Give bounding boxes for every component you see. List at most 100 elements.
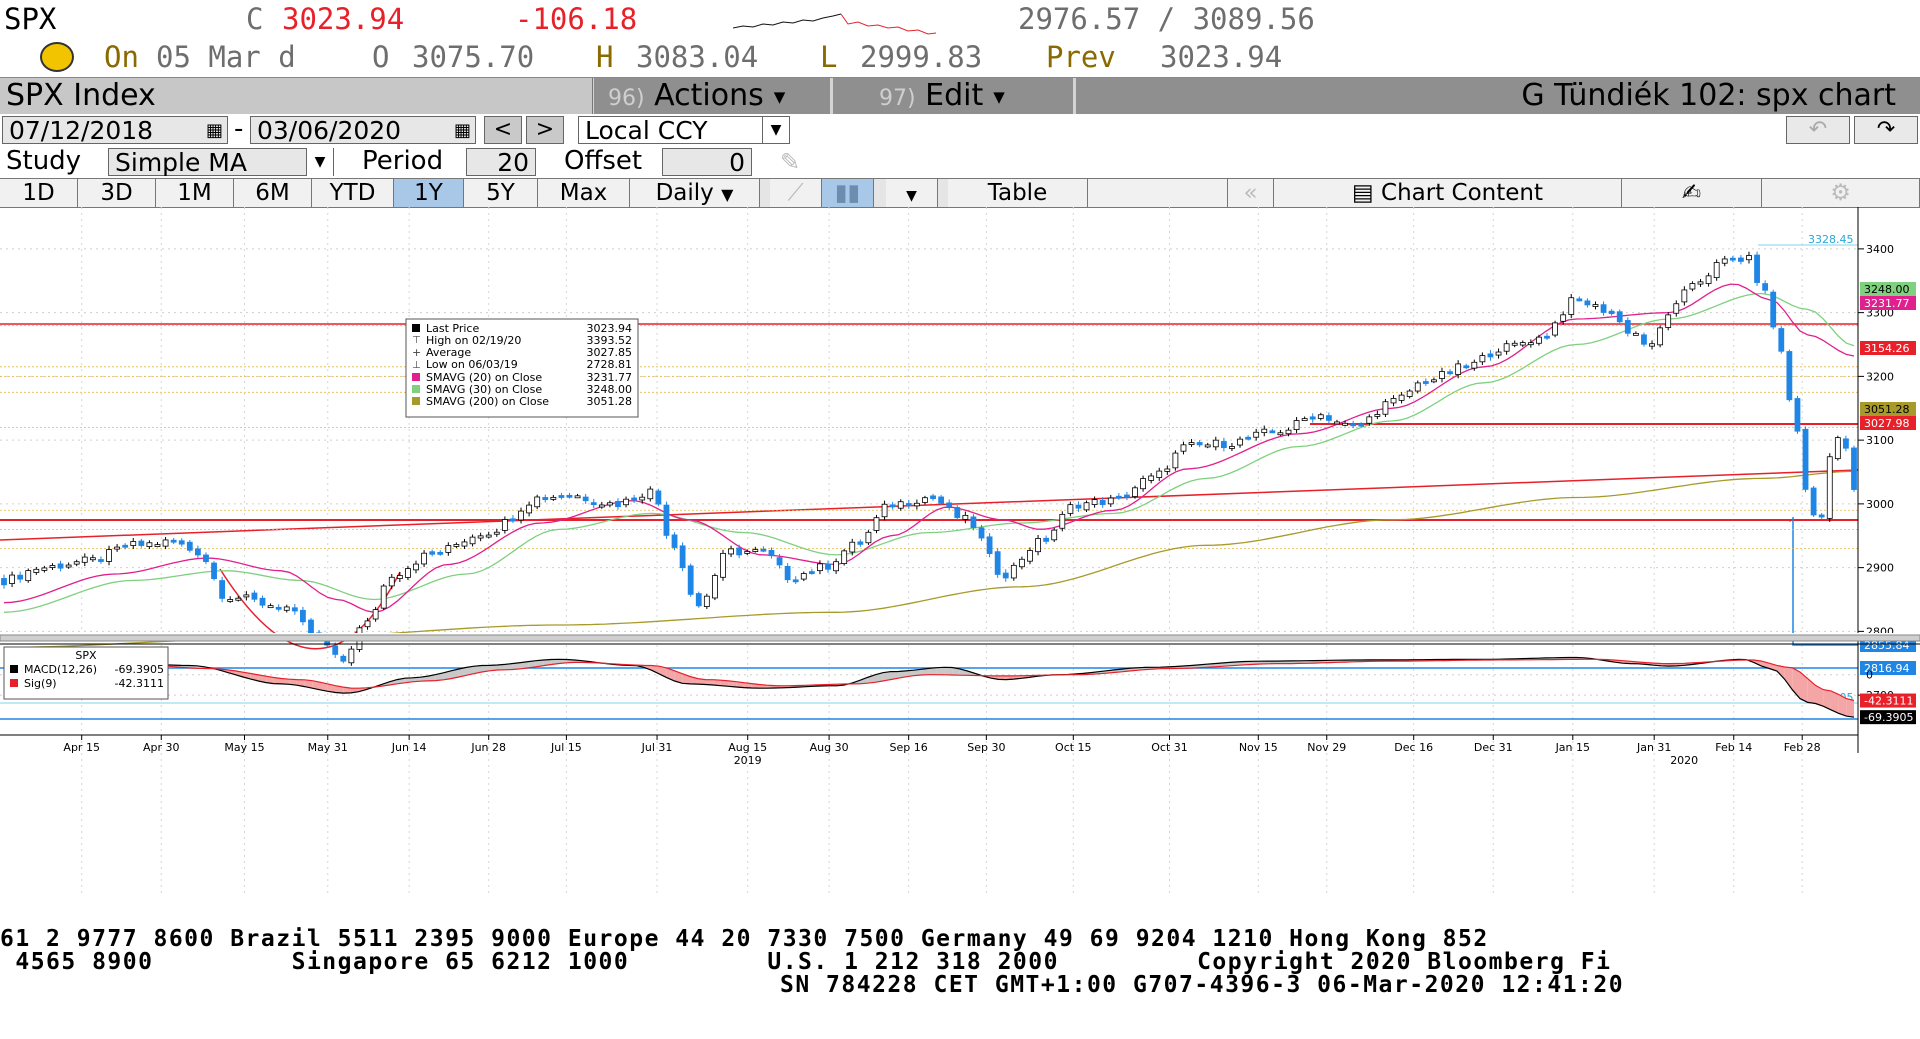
security-field[interactable]: SPX Index: [0, 78, 593, 114]
candle-body: [542, 497, 549, 501]
candle-body: [1075, 504, 1082, 509]
chart-type-dropdown[interactable]: ▼: [886, 179, 938, 207]
next-range-button[interactable]: >: [526, 116, 564, 144]
chevron-down-icon[interactable]: ▼: [762, 116, 789, 144]
undo-icon: ↶: [1808, 117, 1828, 142]
candle-body: [744, 551, 751, 554]
macd-legend[interactable]: SPX MACD(12,26) -69.3905 Sig(9) -42.3111: [3, 646, 169, 700]
actions-menu[interactable]: 96) Actions ▼: [594, 78, 830, 114]
candle-body: [873, 517, 880, 531]
trend-line[interactable]: [0, 469, 1859, 541]
candle-body: [308, 619, 314, 636]
support-2855-line[interactable]: [1792, 517, 1858, 646]
signal-tag-bg: [1860, 693, 1916, 708]
candle-body: [938, 496, 945, 504]
time-tick-label: Apr 15: [63, 741, 100, 754]
candle-body: [1115, 495, 1122, 499]
tab-ytd[interactable]: YTD: [312, 179, 394, 207]
settings-button[interactable]: ⚙: [1762, 179, 1920, 207]
candle-body: [1043, 537, 1050, 542]
candle-body: [485, 534, 492, 538]
price-chart[interactable]: 27002800290030003100320033003400 3248.00…: [0, 207, 1920, 927]
candle-body: [396, 575, 403, 580]
period-input[interactable]: 20: [466, 148, 536, 177]
calendar-icon[interactable]: ▦: [453, 120, 471, 141]
candle-body: [550, 496, 557, 500]
price-tick-label: 2900: [1866, 562, 1894, 575]
tab-max[interactable]: Max: [538, 179, 630, 207]
macd-histogram-fill: [713, 679, 721, 686]
chevron-down-icon[interactable]: ▼: [306, 148, 333, 176]
time-tick-label: Sep 16: [890, 741, 928, 754]
candle-body: [510, 518, 516, 522]
price-tick-label: 3100: [1866, 434, 1894, 447]
sma30-swatch: [412, 385, 420, 393]
candle-body: [25, 570, 32, 582]
macd-histogram-fill: [736, 681, 744, 688]
chart-content-button[interactable]: ▤ Chart Content: [1274, 179, 1622, 207]
candle-body: [518, 510, 524, 521]
chart-legend[interactable]: Last Price 3023.94 ⊤ High on 02/19/20 33…: [405, 318, 639, 418]
legend-value-3: 2728.81: [587, 358, 633, 371]
year-label-2020: 2020: [1670, 754, 1698, 767]
macd-histogram-fill: [1846, 698, 1854, 718]
line-chart-button[interactable]: ⟋: [770, 179, 822, 207]
annotate-icon: ✍: [1681, 180, 1702, 206]
macd-histogram-fill: [728, 680, 737, 687]
candle-body: [1544, 335, 1550, 339]
candle-body: [1746, 255, 1752, 261]
candle-body: [1584, 300, 1591, 306]
candle-body: [41, 567, 48, 571]
tab-1d[interactable]: 1D: [0, 179, 78, 207]
tab-3d[interactable]: 3D: [78, 179, 156, 207]
candle-body: [857, 541, 864, 545]
period-tabs: 1D 3D 1M 6M YTD 1Y 5Y Max Daily ▼ ⟋ ▮▮ ▼…: [0, 178, 1920, 208]
pane-splitter[interactable]: [0, 634, 1920, 642]
candle-body: [1560, 314, 1567, 322]
edit-menu[interactable]: 97) Edit ▼: [833, 78, 1073, 114]
tab-1y[interactable]: 1Y: [394, 179, 464, 207]
tab-6m[interactable]: 6M: [234, 179, 312, 207]
macd-histogram-fill: [266, 676, 274, 684]
offset-input[interactable]: 0: [662, 148, 752, 177]
candle-chart-button[interactable]: ▮▮: [822, 179, 874, 207]
candle-body: [1358, 423, 1365, 427]
candle-body: [1293, 420, 1300, 430]
end-date-input[interactable]: 03/06/2020 ▦: [250, 116, 476, 145]
candle-body: [1156, 470, 1163, 478]
prev-range-button[interactable]: <: [484, 116, 522, 144]
candle-body: [1463, 365, 1470, 369]
study-select[interactable]: Simple MA ▼: [108, 148, 334, 177]
macd-histogram-fill: [875, 672, 883, 683]
tab-5y[interactable]: 5Y: [464, 179, 538, 207]
bottom-arc-annotation[interactable]: [219, 568, 401, 650]
undo-button[interactable]: ↶: [1786, 116, 1850, 144]
candle-body: [413, 563, 419, 571]
redo-button[interactable]: ↷: [1854, 116, 1918, 144]
pencil-icon[interactable]: ✎: [780, 148, 801, 176]
currency-select[interactable]: Local CCY ▼: [578, 116, 790, 145]
chevron-down-icon: ▼: [906, 188, 917, 204]
candle-body: [566, 494, 573, 498]
annotate-button[interactable]: ✍: [1622, 179, 1762, 207]
table-button[interactable]: Table: [948, 179, 1088, 207]
macd-histogram-fill: [451, 669, 459, 679]
candle-body: [615, 500, 621, 508]
candle-body: [283, 606, 290, 611]
candle-body: [728, 548, 734, 555]
collapse-button[interactable]: «: [1228, 179, 1274, 207]
candle-body: [1196, 442, 1203, 446]
sma30-polyline: [3, 292, 1855, 613]
candle-body: [138, 540, 145, 546]
macd-legend-label-1: Sig(9): [24, 677, 57, 690]
calendar-icon[interactable]: ▦: [205, 120, 223, 141]
frequency-select[interactable]: Daily ▼: [630, 179, 760, 207]
candle-body: [146, 542, 153, 547]
start-date-input[interactable]: 07/12/2018 ▦: [2, 116, 228, 145]
candle-body: [1713, 262, 1720, 279]
gauge-icon[interactable]: [40, 42, 74, 72]
time-tick-label: May 31: [308, 741, 348, 754]
candle-body: [590, 502, 597, 506]
tab-1m[interactable]: 1M: [156, 179, 234, 207]
macd-histogram-fill: [890, 671, 899, 680]
